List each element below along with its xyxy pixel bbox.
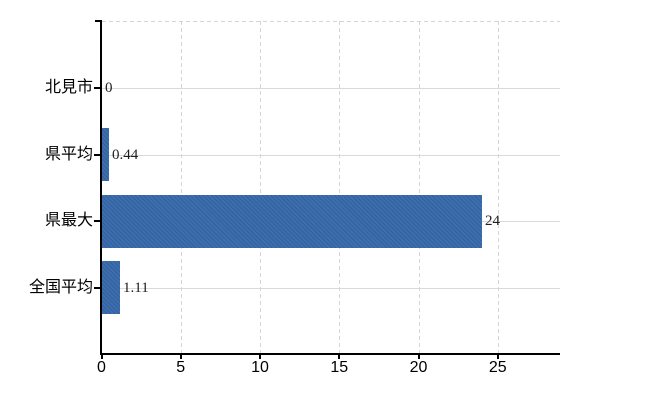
category-tick-mark xyxy=(94,153,100,156)
x-tick-mark xyxy=(100,355,103,359)
h-gridline xyxy=(102,154,560,156)
category-tick-mark xyxy=(94,286,100,289)
v-gridline xyxy=(260,21,261,353)
bar xyxy=(102,194,482,248)
bar xyxy=(102,261,120,314)
x-tick-label: 10 xyxy=(251,359,269,376)
y-axis-cap-tick xyxy=(95,20,102,22)
category-label: 県平均 xyxy=(44,145,93,163)
v-gridline xyxy=(418,21,420,353)
x-tick-mark xyxy=(417,355,420,359)
x-tick-mark xyxy=(496,355,499,359)
bar-value-label: 0 xyxy=(105,80,113,96)
x-tick-label: 0 xyxy=(97,359,106,376)
bar xyxy=(102,128,109,181)
v-gridline xyxy=(339,21,341,353)
x-tick-mark xyxy=(179,355,182,359)
x-axis-line xyxy=(100,353,560,355)
h-gridline xyxy=(102,287,560,289)
bar-value-label: 24 xyxy=(485,213,500,229)
h-gridline xyxy=(102,88,560,89)
bar-value-label: 0.44 xyxy=(112,146,139,163)
x-tick-mark xyxy=(338,355,341,359)
category-label: 全国平均 xyxy=(28,278,93,296)
x-tick-mark xyxy=(259,355,261,359)
category-label: 北見市 xyxy=(44,79,93,96)
category-tick-mark xyxy=(94,220,100,222)
x-tick-label: 15 xyxy=(330,359,349,376)
v-gridline xyxy=(497,21,499,353)
x-tick-label: 25 xyxy=(488,359,507,376)
x-tick-label: 5 xyxy=(176,359,186,376)
v-gridline xyxy=(180,21,182,353)
plot-top-border xyxy=(102,21,560,22)
category-tick-mark xyxy=(94,87,100,89)
y-axis-line xyxy=(100,20,102,355)
category-label: 県最大 xyxy=(44,212,93,229)
x-tick-label: 20 xyxy=(409,359,428,376)
bar-value-label: 1.11 xyxy=(123,279,149,296)
